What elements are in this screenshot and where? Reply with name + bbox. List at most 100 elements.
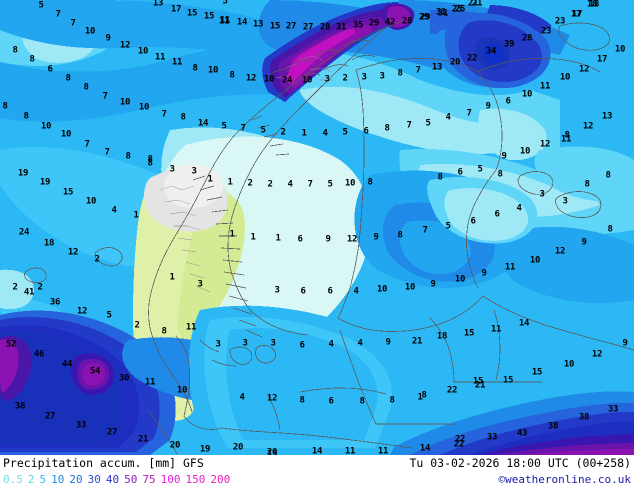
- legend-tick-2[interactable]: 2: [27, 473, 35, 486]
- precip-value-label: 8: [147, 158, 153, 169]
- precip-value-label: 8: [23, 111, 29, 122]
- precip-value-label: 8: [389, 395, 395, 406]
- precip-value-label: 2: [247, 178, 253, 189]
- precip-value-label: 18: [43, 238, 55, 249]
- band-denmark-south: [188, 305, 413, 455]
- precip-value-label: 12: [67, 247, 79, 258]
- heavy-precip-north-sea: [0, 310, 250, 455]
- legend-tick-30[interactable]: 30: [87, 473, 101, 486]
- precip-value-label: 11: [144, 377, 156, 388]
- precip-value-label: 12: [245, 73, 257, 84]
- precip-value-label: 42: [384, 17, 396, 28]
- precip-value-label: 17: [571, 9, 583, 20]
- precip-value-label: 18: [586, 0, 598, 10]
- legend-tick-40[interactable]: 40: [105, 473, 120, 486]
- precip-value-label: 1: [169, 272, 175, 283]
- legend-tick-75[interactable]: 75: [142, 473, 156, 486]
- precip-value-label: 4: [328, 339, 334, 350]
- precip-value-label: 15: [203, 11, 215, 22]
- precip-value-label: 14: [197, 118, 209, 129]
- precip-value-label: 10: [404, 282, 416, 293]
- precip-value-label: 5: [445, 221, 451, 232]
- precip-value-label: 12: [554, 246, 566, 257]
- precip-value-label: 10: [84, 26, 96, 37]
- precip-value-label: 4: [287, 179, 293, 190]
- precip-value-label: 31: [437, 8, 449, 19]
- precip-value-label: 11: [185, 322, 197, 333]
- precip-value-label: 8: [180, 112, 186, 123]
- precip-value-label: 11: [154, 52, 166, 63]
- precip-value-label: 41: [23, 287, 35, 298]
- precip-value-label: 8: [65, 73, 71, 84]
- precip-value-label: 8: [2, 101, 8, 112]
- precip-value-label: 7: [307, 179, 313, 190]
- map-title: Precipitation accum. [mm] GFS: [3, 456, 204, 470]
- precip-value-label: 11: [377, 446, 389, 455]
- precip-value-label: 19: [39, 177, 51, 188]
- precip-value-label: 12: [578, 64, 590, 75]
- legend-tick-150[interactable]: 150: [185, 473, 206, 486]
- inland-detail-layer: [159, 55, 333, 293]
- precip-value-label: 9: [622, 338, 628, 349]
- precip-value-label: 17: [170, 4, 182, 15]
- precip-value-label: 18: [436, 331, 448, 342]
- precip-value-label: 38: [578, 412, 590, 423]
- legend-tick-200[interactable]: 200: [210, 473, 231, 486]
- precip-value-label: 14: [311, 446, 323, 455]
- legend-tick-10[interactable]: 10: [51, 473, 65, 486]
- precip-value-label: 9: [581, 237, 587, 248]
- precip-value-label: 38: [14, 401, 26, 412]
- precip-value-label: 3: [242, 338, 248, 349]
- precip-value-label: 11: [504, 262, 516, 273]
- precip-value-label: 8: [299, 395, 305, 406]
- precip-value-label: 8: [497, 169, 503, 180]
- precip-value-label: 8: [12, 45, 18, 56]
- precip-value-label: 21: [471, 0, 483, 9]
- precip-value-label: 17: [596, 54, 608, 65]
- precip-value-label: 10: [519, 146, 531, 157]
- precip-value-label: 11: [219, 15, 231, 26]
- precip-value-label: 10: [563, 359, 575, 370]
- precip-value-label: 11: [171, 57, 183, 68]
- precip-value-label: 8: [397, 230, 403, 241]
- precip-value-label: 9: [385, 337, 391, 348]
- precip-value-label: 21: [137, 434, 149, 445]
- precip-value-label: 6: [505, 96, 511, 107]
- precip-value-label: 13: [431, 62, 443, 73]
- legend-tick-0_5[interactable]: 0.5: [3, 473, 23, 486]
- precip-value-label: 12: [582, 121, 594, 132]
- precip-value-label: 46: [33, 349, 45, 360]
- heavy-precip-baltic-south: [380, 391, 634, 455]
- precip-value-label: 11: [490, 324, 502, 335]
- precip-value-label: 10: [138, 102, 150, 113]
- precip-value-label: 30: [118, 373, 130, 384]
- precip-value-label: 8: [607, 224, 613, 235]
- precip-value-label: 10: [60, 129, 72, 140]
- legend-tick-50[interactable]: 50: [124, 473, 138, 486]
- precip-value-label: 27: [285, 21, 297, 32]
- precip-value-label: 43: [516, 428, 528, 439]
- legend-tick-5[interactable]: 5: [39, 473, 47, 486]
- precip-value-label: 23: [540, 26, 552, 37]
- legend-tick-20[interactable]: 20: [69, 473, 83, 486]
- precip-value-label: 6: [470, 216, 476, 227]
- precip-value-label: 9: [325, 234, 331, 245]
- precip-value-label: 3: [324, 74, 330, 85]
- precip-value-label: 2: [267, 179, 273, 190]
- precip-value-label: 2: [37, 282, 43, 293]
- precip-value-label: 7: [84, 139, 90, 150]
- precip-value-label: 10: [614, 44, 626, 55]
- precip-value-label: 12: [266, 393, 278, 404]
- precip-value-label: 5: [477, 164, 483, 175]
- precip-value-label: 5: [342, 127, 348, 138]
- precipitation-map[interactable]: 5 13 17 15 15 11 14 13 15 27 27 28 31 35 29 42 28 29 31 25 2…: [0, 0, 634, 455]
- legend-tick-100[interactable]: 100: [160, 473, 181, 486]
- precip-value-label: 15: [531, 367, 543, 378]
- precip-value-label: 5: [425, 118, 431, 129]
- precip-value-label: 1: [417, 392, 423, 403]
- precip-value-label: 8: [229, 70, 235, 81]
- color-scale-legend[interactable]: 0.5 2 5 10 20 30 40 50 75 100 150 200: [3, 473, 235, 486]
- precip-value-label: 15: [186, 8, 198, 19]
- precip-value-label: 3: [562, 196, 568, 207]
- precip-value-label: 5: [106, 310, 112, 321]
